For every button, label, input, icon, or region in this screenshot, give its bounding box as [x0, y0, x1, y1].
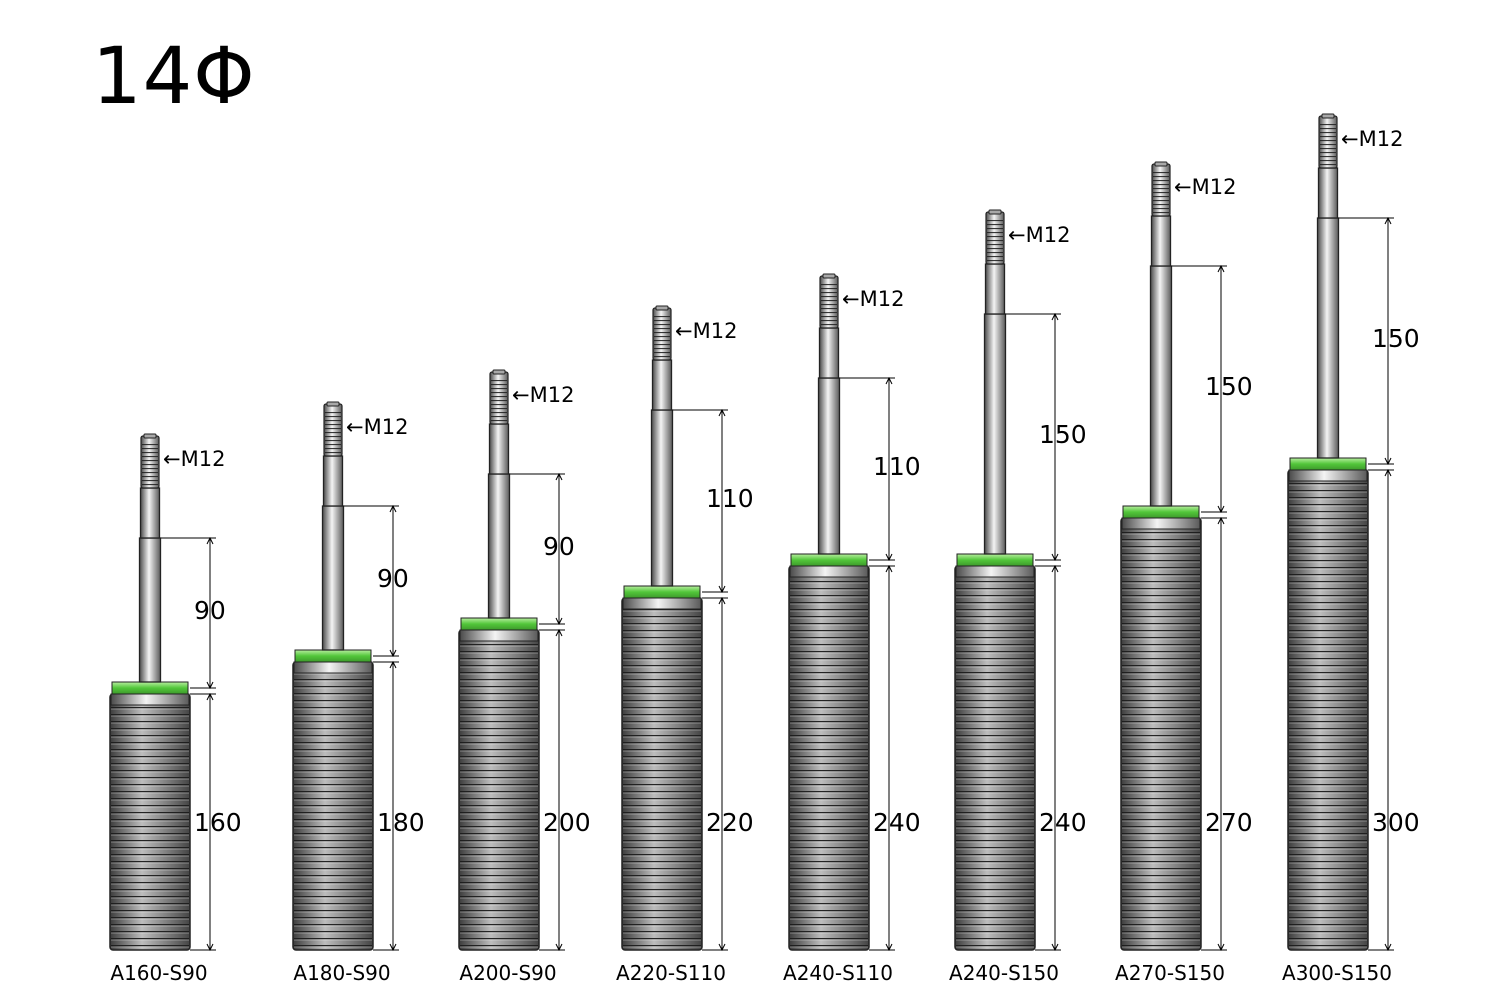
thread-size-label: ←M12: [163, 447, 225, 471]
cylinder-body: [954, 565, 1036, 951]
stroke-length-label: 90: [194, 596, 226, 625]
stroke-length-label: 150: [1372, 324, 1420, 353]
rod-tip: [322, 455, 344, 507]
model-label: A240-S150: [949, 961, 1059, 985]
seal-ring: [294, 649, 372, 663]
thread-end: [489, 369, 509, 425]
thread-size-label: ←M12: [512, 383, 574, 407]
body-length-label: 270: [1205, 808, 1253, 837]
rod-tip: [651, 359, 673, 411]
shock-absorber-unit: 110 220 ←M12 A220-S110: [616, 305, 754, 985]
page-title: 14Φ: [92, 32, 256, 122]
stroke-length-label: 110: [873, 452, 921, 481]
shock-absorber-unit: 150 300 ←M12 A300-S150: [1282, 113, 1420, 985]
piston-rod: [1149, 265, 1173, 507]
seal-ring: [623, 585, 701, 599]
seal-ring: [1122, 505, 1200, 519]
stroke-length-label: 90: [377, 564, 409, 593]
piston-rod: [983, 313, 1007, 555]
dimension-lines: [160, 536, 216, 952]
rod-tip: [1317, 167, 1339, 219]
dimension-lines: [839, 376, 895, 952]
dimension-lines: [1338, 216, 1394, 952]
thread-end: [819, 273, 839, 329]
thread-size-label: ←M12: [1341, 127, 1403, 151]
stroke-length-label: 150: [1039, 420, 1087, 449]
thread-end: [1318, 113, 1338, 169]
body-length-label: 160: [194, 808, 242, 837]
thread-size-label: ←M12: [675, 319, 737, 343]
model-label: A240-S110: [783, 961, 893, 985]
shock-absorber-unit: 90 160 ←M12 A160-S90: [109, 433, 242, 985]
piston-rod: [138, 537, 162, 683]
seal-ring: [1289, 457, 1367, 471]
seal-ring: [790, 553, 868, 567]
stroke-length-label: 150: [1205, 372, 1253, 401]
piston-rod: [487, 473, 511, 619]
stroke-length-label: 90: [543, 532, 575, 561]
body-length-label: 300: [1372, 808, 1420, 837]
dimension-lines: [1005, 312, 1061, 952]
shock-absorber-unit: 90 180 ←M12 A180-S90: [292, 401, 425, 985]
model-label: A300-S150: [1282, 961, 1392, 985]
piston-rod: [817, 377, 841, 555]
seal-ring: [956, 553, 1034, 567]
rod-tip: [488, 423, 510, 475]
body-length-label: 180: [377, 808, 425, 837]
dimension-lines: [343, 504, 399, 952]
shock-absorber-unit: 150 270 ←M12 A270-S150: [1115, 161, 1253, 985]
cylinder-body: [1287, 469, 1369, 951]
rod-tip: [984, 263, 1006, 315]
shock-absorber-unit: 110 240 ←M12 A240-S110: [783, 273, 921, 985]
cylinder-body: [109, 693, 191, 951]
body-length-label: 240: [1039, 808, 1087, 837]
piston-rod: [1316, 217, 1340, 459]
rod-tip: [818, 327, 840, 379]
shock-absorber-unit: 90 200 ←M12 A200-S90: [458, 369, 591, 985]
piston-rod: [650, 409, 674, 587]
cylinder-body: [788, 565, 870, 951]
piston-rod: [321, 505, 345, 651]
seal-ring: [111, 681, 189, 695]
dimension-lines: [672, 408, 728, 952]
thread-size-label: ←M12: [1008, 223, 1070, 247]
thread-end: [985, 209, 1005, 265]
thread-size-label: ←M12: [346, 415, 408, 439]
seal-ring: [460, 617, 538, 631]
model-label: A180-S90: [293, 961, 390, 985]
thread-size-label: ←M12: [1174, 175, 1236, 199]
thread-end: [652, 305, 672, 361]
cylinder-body: [1120, 517, 1202, 951]
body-length-label: 220: [706, 808, 754, 837]
thread-end: [323, 401, 343, 457]
model-label: A160-S90: [110, 961, 207, 985]
cylinder-body: [292, 661, 374, 951]
cylinder-body: [458, 629, 540, 951]
thread-end: [140, 433, 160, 489]
model-label: A220-S110: [616, 961, 726, 985]
stroke-length-label: 110: [706, 484, 754, 513]
model-label: A270-S150: [1115, 961, 1225, 985]
body-length-label: 240: [873, 808, 921, 837]
dimension-lines: [1171, 264, 1227, 952]
body-length-label: 200: [543, 808, 591, 837]
cylinder-body: [621, 597, 703, 951]
thread-end: [1151, 161, 1171, 217]
model-label: A200-S90: [459, 961, 556, 985]
dimension-lines: [509, 472, 565, 952]
rod-tip: [139, 487, 161, 539]
rod-tip: [1150, 215, 1172, 267]
shock-absorber-unit: 150 240 ←M12 A240-S150: [949, 209, 1087, 985]
thread-size-label: ←M12: [842, 287, 904, 311]
